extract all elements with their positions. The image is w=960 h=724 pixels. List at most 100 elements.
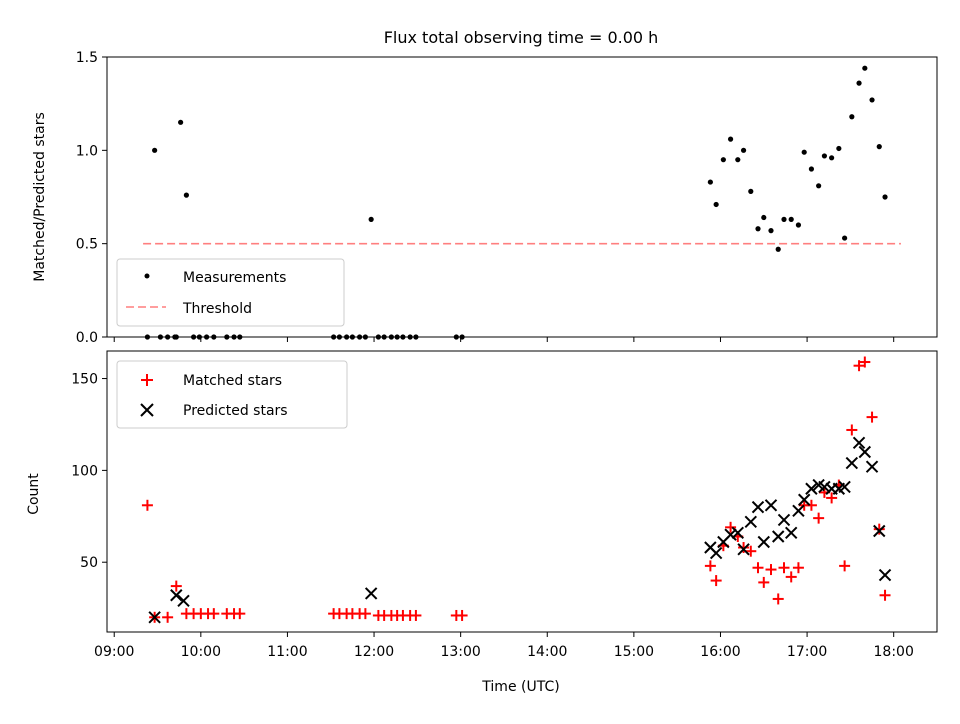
predicted-star-point <box>737 543 750 556</box>
predicted-star-point <box>364 587 378 600</box>
bottom-y-axis: 50 100 150 <box>71 372 107 571</box>
bottom-legend: Matched stars Predicted stars <box>116 360 348 429</box>
measurement-point <box>349 334 355 340</box>
measurement-point <box>407 334 413 340</box>
measurement-point <box>331 334 337 340</box>
matched-star-point <box>826 492 838 504</box>
matched-star-point <box>772 593 784 605</box>
predicted-star-point <box>858 445 872 459</box>
predicted-star-point <box>865 460 879 473</box>
measurement-point <box>713 201 719 208</box>
legend-measurements-marker <box>144 273 150 279</box>
predicted-star-point <box>709 546 723 560</box>
predicted-star-point <box>818 480 831 494</box>
top-y-axis: 0.0 0.5 1.0 1.5 <box>76 50 107 346</box>
matched-star-point <box>359 608 371 620</box>
predicted-star-point <box>148 611 161 624</box>
predicted-star-point <box>724 528 737 541</box>
measurement-point <box>707 179 713 185</box>
measurement-point <box>362 334 368 340</box>
measurement-point <box>211 334 217 340</box>
predicted-star-point <box>764 499 778 512</box>
measurement-point <box>788 216 794 222</box>
measurement-point <box>876 144 882 150</box>
chart-title: Flux total observing time = 0.00 h <box>384 28 659 47</box>
x-axis-label: Time (UTC) <box>481 679 559 695</box>
measurement-point <box>740 147 747 153</box>
measurement-point <box>829 155 835 161</box>
measurement-point <box>869 97 875 103</box>
measurement-point <box>856 80 862 86</box>
matched-star-point <box>745 545 757 557</box>
measurement-point <box>748 188 754 194</box>
predicted-star-point <box>838 480 851 494</box>
legend-predicted-label: Predicted stars <box>183 403 288 419</box>
matched-star-point <box>208 608 220 620</box>
measurement-point <box>862 65 868 71</box>
x-tick-label: 18:00 <box>874 644 914 660</box>
measurements-series <box>144 65 888 340</box>
matched-star-point <box>456 609 468 621</box>
matched-star-point <box>758 576 770 588</box>
measurement-point <box>775 246 781 252</box>
measurement-point <box>388 334 394 340</box>
measurement-point <box>801 149 807 155</box>
bottom-y-tick-label: 100 <box>71 463 98 479</box>
measurement-point <box>400 334 406 340</box>
matched-star-point <box>846 424 858 436</box>
measurement-point <box>768 228 774 234</box>
measurement-point <box>173 334 179 340</box>
measurement-point <box>231 334 237 340</box>
matched-star-point <box>162 611 174 623</box>
x-tick-label: 15:00 <box>614 644 654 660</box>
legend-predicted-marker <box>140 403 154 417</box>
x-tick-label: 11:00 <box>267 644 307 660</box>
measurement-point <box>459 334 465 340</box>
matched-star-point <box>738 542 750 554</box>
matched-star-point <box>792 562 804 574</box>
predicted-star-point <box>792 504 805 517</box>
top-panel: 0.0 0.5 1.0 1.5 Matched/Predicted stars Mea… <box>32 50 938 346</box>
measurement-point <box>394 334 400 340</box>
measurement-point <box>237 334 243 340</box>
bottom-panel: 50 100 150 09:00 10:00 11:00 12:00 13:00 14:00 1… <box>26 350 938 695</box>
top-x-axis <box>113 337 895 342</box>
predicted-star-point <box>772 530 785 543</box>
top-y-axis-label: Matched/Predicted stars <box>32 112 48 282</box>
matched-star-point <box>873 523 885 535</box>
predicted-star-point <box>797 493 811 506</box>
measurement-point <box>196 334 202 340</box>
bottom-plot-frame <box>106 350 938 633</box>
measurement-point <box>836 145 842 152</box>
matched-star-point <box>879 589 891 601</box>
x-tick-label: 13:00 <box>440 644 480 660</box>
measurement-point <box>453 334 459 340</box>
predicted-star-point <box>873 524 886 538</box>
top-y-tick-label: 1.5 <box>76 50 98 66</box>
measurement-point <box>344 334 350 340</box>
matched-star-point <box>141 499 153 511</box>
predicted-star-point <box>785 526 798 540</box>
measurement-point <box>357 334 363 340</box>
measurement-point <box>152 147 158 153</box>
measurement-point <box>204 334 210 340</box>
x-tick-label: 12:00 <box>354 644 394 660</box>
measurement-point <box>849 114 855 120</box>
matched-star-point <box>785 571 797 583</box>
legend-measurements-label: Measurements <box>183 270 286 286</box>
x-tick-label: 10:00 <box>181 644 221 660</box>
bottom-y-axis-label: Count <box>26 473 42 515</box>
measurement-point <box>157 334 164 340</box>
matched-star-point <box>725 521 737 533</box>
measurement-point <box>755 226 761 232</box>
predicted-star-point <box>731 526 745 540</box>
measurement-point <box>381 334 387 340</box>
predicted-stars-series <box>148 436 892 624</box>
x-tick-label: 16:00 <box>700 644 740 660</box>
measurement-point <box>191 334 197 340</box>
measurement-point <box>882 194 888 200</box>
x-tick-label: 17:00 <box>787 644 827 660</box>
measurement-point <box>183 192 189 198</box>
